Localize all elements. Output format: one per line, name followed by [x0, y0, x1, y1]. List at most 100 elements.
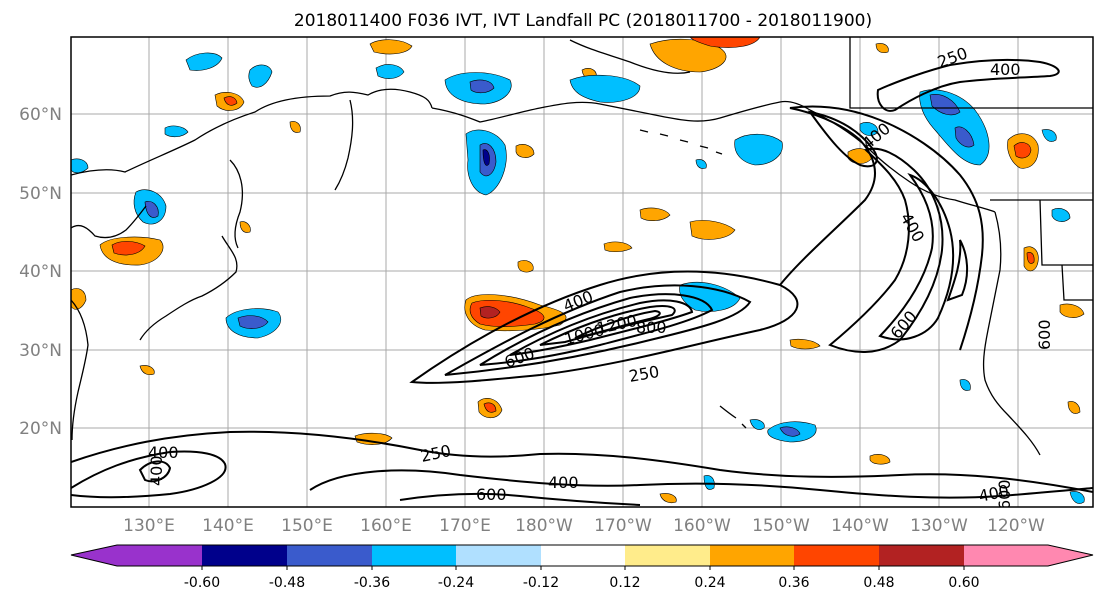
coast-asia [71, 88, 433, 176]
colorbar-swatch [287, 545, 372, 566]
contour-250-northeast [779, 105, 984, 351]
contour-1200 [574, 309, 661, 339]
latitude-labels: 20°N 30°N 40°N 50°N 60°N [19, 105, 62, 439]
patch-negative [954, 126, 975, 148]
coastlines [71, 37, 1093, 456]
ivt-contours [71, 58, 1093, 506]
coast-asia [71, 205, 147, 239]
contour-400-gulf [807, 110, 878, 168]
patch-negative [71, 158, 89, 174]
colorbar-swatch [794, 545, 879, 566]
map-title: 2018011400 F036 IVT, IVT Landfall PC (20… [294, 11, 872, 31]
contour-800-ne [946, 239, 968, 302]
contour-800 [509, 299, 694, 356]
patch-positive [639, 207, 671, 221]
colorbar-swatch [372, 545, 456, 566]
map-panel: 400 400 600 250 400 600 400 1000 1200 80… [70, 36, 1094, 510]
lon-label: 130°W [910, 516, 968, 536]
colorbar-tick-label: -0.24 [438, 575, 474, 591]
coast-bering [569, 39, 691, 74]
contour-label: 400 [990, 60, 1021, 79]
lon-label: 170°W [594, 516, 652, 536]
patch-negative [185, 52, 223, 71]
lat-label: 20°N [19, 419, 62, 439]
patch-positive [354, 432, 393, 445]
lon-label: 130°E [123, 516, 175, 536]
patch-positive [515, 144, 535, 158]
lon-label: 120°W [987, 516, 1045, 536]
patch-negative [695, 159, 707, 169]
contour-400-south-west [71, 450, 227, 499]
patch-negative [1041, 129, 1057, 142]
lon-label: 160°W [673, 516, 731, 536]
contour-label: 400 [148, 443, 179, 462]
lon-label: 180°W [515, 516, 573, 536]
contour-400 [444, 284, 752, 376]
colorbar-swatch [964, 545, 1048, 566]
lon-label: 160°E [360, 516, 412, 536]
patch-positive [659, 493, 677, 504]
patch-negative [569, 74, 641, 103]
contour-400-south [309, 469, 1093, 499]
patch-positive [1013, 142, 1032, 159]
colorbar-swatch [710, 545, 794, 566]
contour-label: 600 [476, 485, 507, 504]
colorbar-tick-label: -0.60 [184, 575, 220, 591]
patch-positive [483, 402, 497, 413]
colorbar-tick-label: -0.12 [523, 575, 559, 591]
patch-negative [679, 282, 741, 312]
patch-negative [749, 419, 765, 430]
colorbar-tick-label: 0.12 [609, 575, 640, 591]
colorbar-ticks [201, 566, 965, 570]
colorbar-tick-label: 0.24 [694, 575, 725, 591]
contour-600-south-west [138, 460, 172, 483]
lon-label: 140°W [831, 516, 889, 536]
lon-label: 170°E [439, 516, 491, 536]
patch-positive [789, 338, 821, 350]
patch-positive [223, 96, 238, 106]
patch-negative [375, 64, 405, 79]
patch-negative [248, 64, 273, 88]
patch-negative [959, 379, 971, 391]
contour-label: 800 [636, 318, 667, 337]
patch-negative [1069, 491, 1085, 504]
coast-japan [139, 235, 238, 341]
patch-negative [1051, 208, 1071, 222]
contour-label: 400 [147, 455, 166, 486]
colorbar-swatch [456, 545, 541, 566]
lat-label: 40°N [19, 262, 62, 282]
patch-positive [1026, 252, 1035, 264]
patch-negative [237, 315, 269, 329]
contour-600-south [399, 492, 641, 506]
contour-label: 400 [548, 473, 579, 492]
patch-positive [239, 221, 251, 233]
contour-400-ne [828, 147, 944, 353]
patch-positive [869, 454, 891, 465]
patch-positive [1067, 401, 1081, 414]
map-background [71, 37, 1093, 507]
patch-negative [482, 149, 490, 166]
patch-positive [1059, 303, 1085, 318]
patch-positive [875, 43, 889, 54]
patch-positive [139, 365, 155, 376]
patch-positive [689, 220, 736, 240]
colorbar-swatch [879, 545, 964, 566]
patch-negative [734, 133, 783, 166]
colorbar-tick-label: 0.60 [948, 575, 979, 591]
contour-250-north [876, 58, 1060, 112]
colorbar-tick-label: 0.36 [778, 575, 809, 591]
colorbar-extend-low [71, 545, 117, 566]
coast-hawaii [719, 405, 747, 429]
lat-label: 30°N [19, 341, 62, 361]
lat-label: 60°N [19, 105, 62, 125]
contour-label: 600 [1035, 319, 1054, 350]
colorbar-swatch [117, 545, 202, 566]
colorbar-swatch [202, 545, 287, 566]
contour-label: 600 [995, 479, 1014, 510]
longitude-labels: 130°E 140°E 150°E 160°E 170°E 180°W 170°… [123, 516, 1045, 536]
patch-negative [144, 201, 159, 218]
lon-label: 140°E [202, 516, 254, 536]
map-content: 400 400 600 250 400 600 400 1000 1200 80… [71, 37, 1093, 510]
colorbar-extend-high [1048, 545, 1093, 566]
